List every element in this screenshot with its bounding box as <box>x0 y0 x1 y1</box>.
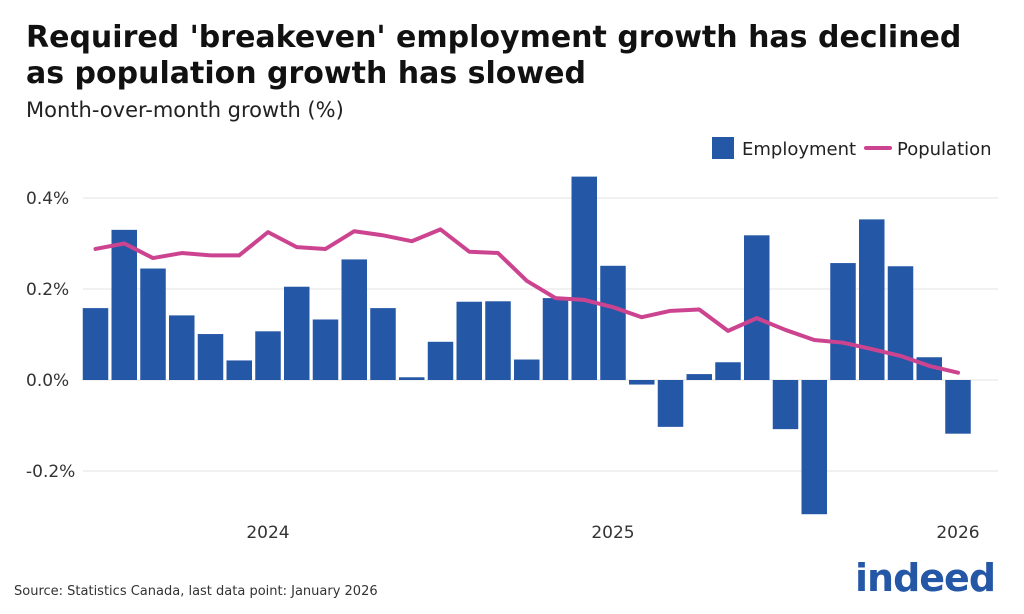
employment-bar <box>772 380 799 430</box>
employment-bar <box>312 319 339 380</box>
employment-bar <box>657 380 684 427</box>
employment-bar <box>887 266 914 380</box>
employment-bar <box>514 359 540 380</box>
employment-bar <box>571 176 597 380</box>
employment-bar <box>169 315 195 380</box>
employment-bar <box>255 331 281 380</box>
employment-bar <box>399 377 425 380</box>
legend-employment-label: Employment <box>742 139 856 160</box>
employment-bar <box>600 265 626 380</box>
employment-bar <box>82 308 109 380</box>
employment-bar <box>140 268 166 380</box>
x-tick-label: 2025 <box>591 523 634 543</box>
y-tick-label: 0.0% <box>26 371 69 391</box>
y-tick-label: 0.2% <box>26 280 69 300</box>
population-line <box>93 227 960 375</box>
employment-bar <box>427 341 454 380</box>
employment-bar <box>686 374 712 380</box>
chart-title: Required 'breakeven' employment growth h… <box>26 20 962 91</box>
employment-bar <box>284 286 310 380</box>
legend-employment-swatch <box>712 137 734 159</box>
employment-bar <box>341 259 367 380</box>
employment-bar <box>629 380 655 385</box>
y-tick-label: 0.4% <box>26 189 69 209</box>
indeed-logo: indeed <box>855 556 996 600</box>
x-tick-label: 2024 <box>246 523 289 543</box>
employment-bar <box>744 235 770 380</box>
employment-bar <box>456 301 482 380</box>
employment-bar <box>226 360 252 380</box>
x-tick-label: 2026 <box>936 523 979 543</box>
legend-population-label: Population <box>897 139 992 160</box>
employment-bar <box>370 308 396 380</box>
employment-bar <box>197 334 224 380</box>
employment-bar <box>801 380 827 515</box>
employment-bar <box>859 219 885 380</box>
employment-bar <box>945 380 971 434</box>
employment-bar <box>715 362 741 380</box>
source-note: Source: Statistics Canada, last data poi… <box>14 584 378 599</box>
employment-bar <box>111 229 137 380</box>
chart-subtitle: Month-over-month growth (%) <box>26 98 344 122</box>
employment-bar <box>542 298 569 380</box>
y-tick-label: -0.2% <box>26 462 75 482</box>
employment-bar <box>485 301 511 380</box>
employment-bar <box>830 263 856 380</box>
